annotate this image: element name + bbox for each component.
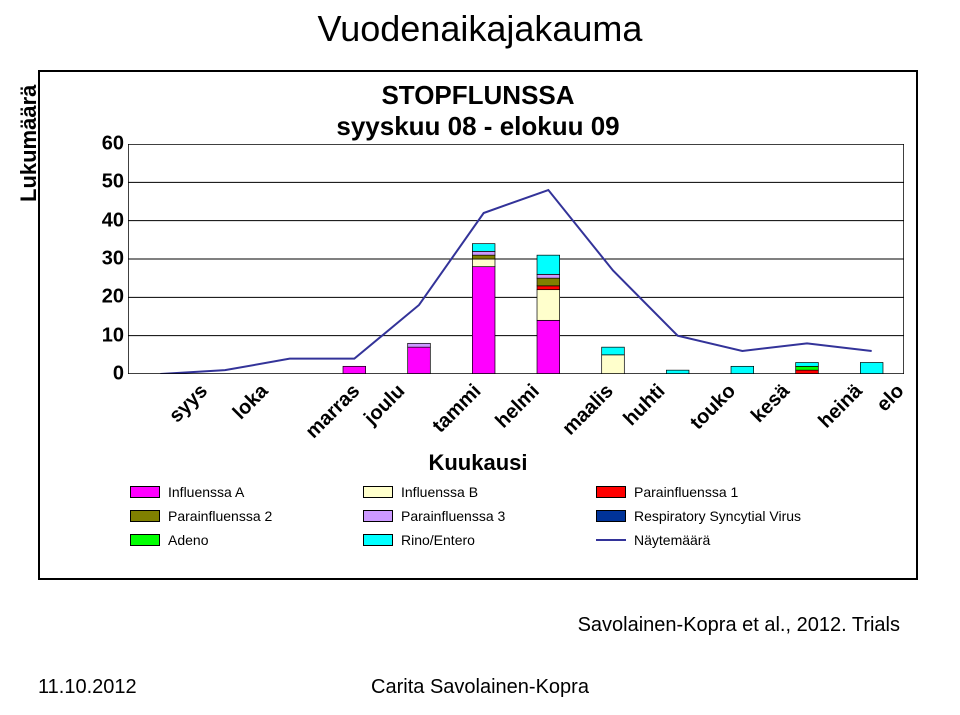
legend-label: Näytemäärä	[634, 532, 710, 548]
chart-title: STOPFLUNSSA syyskuu 08 - elokuu 09	[40, 80, 916, 142]
legend-label: Parainfluenssa 1	[634, 484, 738, 500]
legend-swatch	[130, 510, 160, 522]
legend-row: Adeno Rino/Entero Näytemäärä	[130, 532, 826, 548]
citation-text: Savolainen-Kopra et al., 2012. Trials	[578, 614, 900, 637]
legend-swatch	[130, 486, 160, 498]
chart-legend: Influenssa A Influenssa B Parainfluenssa 1…	[130, 484, 826, 556]
footer-author: Carita Savolainen-Kopra	[0, 676, 960, 699]
legend-swatch	[363, 510, 393, 522]
legend-label: Influenssa B	[401, 484, 478, 500]
x-tick-label: loka	[229, 380, 274, 425]
x-tick-label: elo	[872, 380, 909, 417]
legend-label: Rino/Entero	[401, 532, 475, 548]
x-tick-label: touko	[686, 380, 741, 435]
legend-swatch	[130, 534, 160, 546]
legend-swatch	[596, 539, 626, 541]
y-tick-label: 50	[102, 171, 124, 194]
legend-swatch	[596, 510, 626, 522]
legend-item: Parainfluenssa 1	[596, 484, 826, 500]
y-axis-ticks: 0102030405060	[96, 144, 124, 374]
x-tick-label: joulu	[360, 380, 410, 430]
x-tick-label: maalis	[559, 380, 619, 440]
y-axis-label: Lukumäärä	[16, 85, 42, 202]
x-axis-ticks: syys loka marrasjoulu tammihelmi maalishuhti…	[128, 372, 904, 442]
x-tick-label: syys	[165, 380, 213, 428]
legend-label: Respiratory Syncytial Virus	[634, 508, 801, 524]
x-tick-label: marras	[301, 380, 364, 443]
legend-row: Influenssa A Influenssa B Parainfluenssa 1	[130, 484, 826, 500]
x-tick-label: helmi	[491, 380, 544, 433]
legend-item: Rino/Entero	[363, 532, 593, 548]
y-tick-label: 10	[102, 324, 124, 347]
chart-container: STOPFLUNSSA syyskuu 08 - elokuu 09 Lukum…	[38, 70, 918, 580]
legend-label: Adeno	[168, 532, 208, 548]
x-tick-label: kesä	[747, 380, 795, 428]
chart-plot-area	[128, 144, 904, 374]
legend-item: Influenssa A	[130, 484, 360, 500]
y-tick-label: 40	[102, 209, 124, 232]
legend-row: Parainfluenssa 2 Parainfluenssa 3 Respirat…	[130, 508, 826, 524]
x-tick-label: huhti	[619, 380, 670, 431]
legend-swatch	[596, 486, 626, 498]
y-tick-label: 30	[102, 248, 124, 271]
y-tick-label: 0	[113, 363, 124, 386]
legend-item: Parainfluenssa 2	[130, 508, 360, 524]
chart-title-line1: STOPFLUNSSA	[381, 80, 574, 110]
x-tick-label: heinä	[814, 380, 867, 433]
legend-item: Parainfluenssa 3	[363, 508, 593, 524]
legend-item: Näytemäärä	[596, 532, 826, 548]
x-axis-label: Kuukausi	[40, 450, 916, 476]
legend-item: Respiratory Syncytial Virus	[596, 508, 826, 524]
x-tick-label: tammi	[428, 380, 486, 438]
chart-title-line2: syyskuu 08 - elokuu 09	[336, 111, 619, 141]
legend-label: Influenssa A	[168, 484, 244, 500]
legend-item: Adeno	[130, 532, 360, 548]
y-tick-label: 60	[102, 133, 124, 156]
y-tick-label: 20	[102, 286, 124, 309]
legend-swatch	[363, 534, 393, 546]
page-main-title: Vuodenaikajakauma	[0, 8, 960, 50]
legend-label: Parainfluenssa 2	[168, 508, 272, 524]
legend-label: Parainfluenssa 3	[401, 508, 505, 524]
legend-swatch	[363, 486, 393, 498]
legend-item: Influenssa B	[363, 484, 593, 500]
